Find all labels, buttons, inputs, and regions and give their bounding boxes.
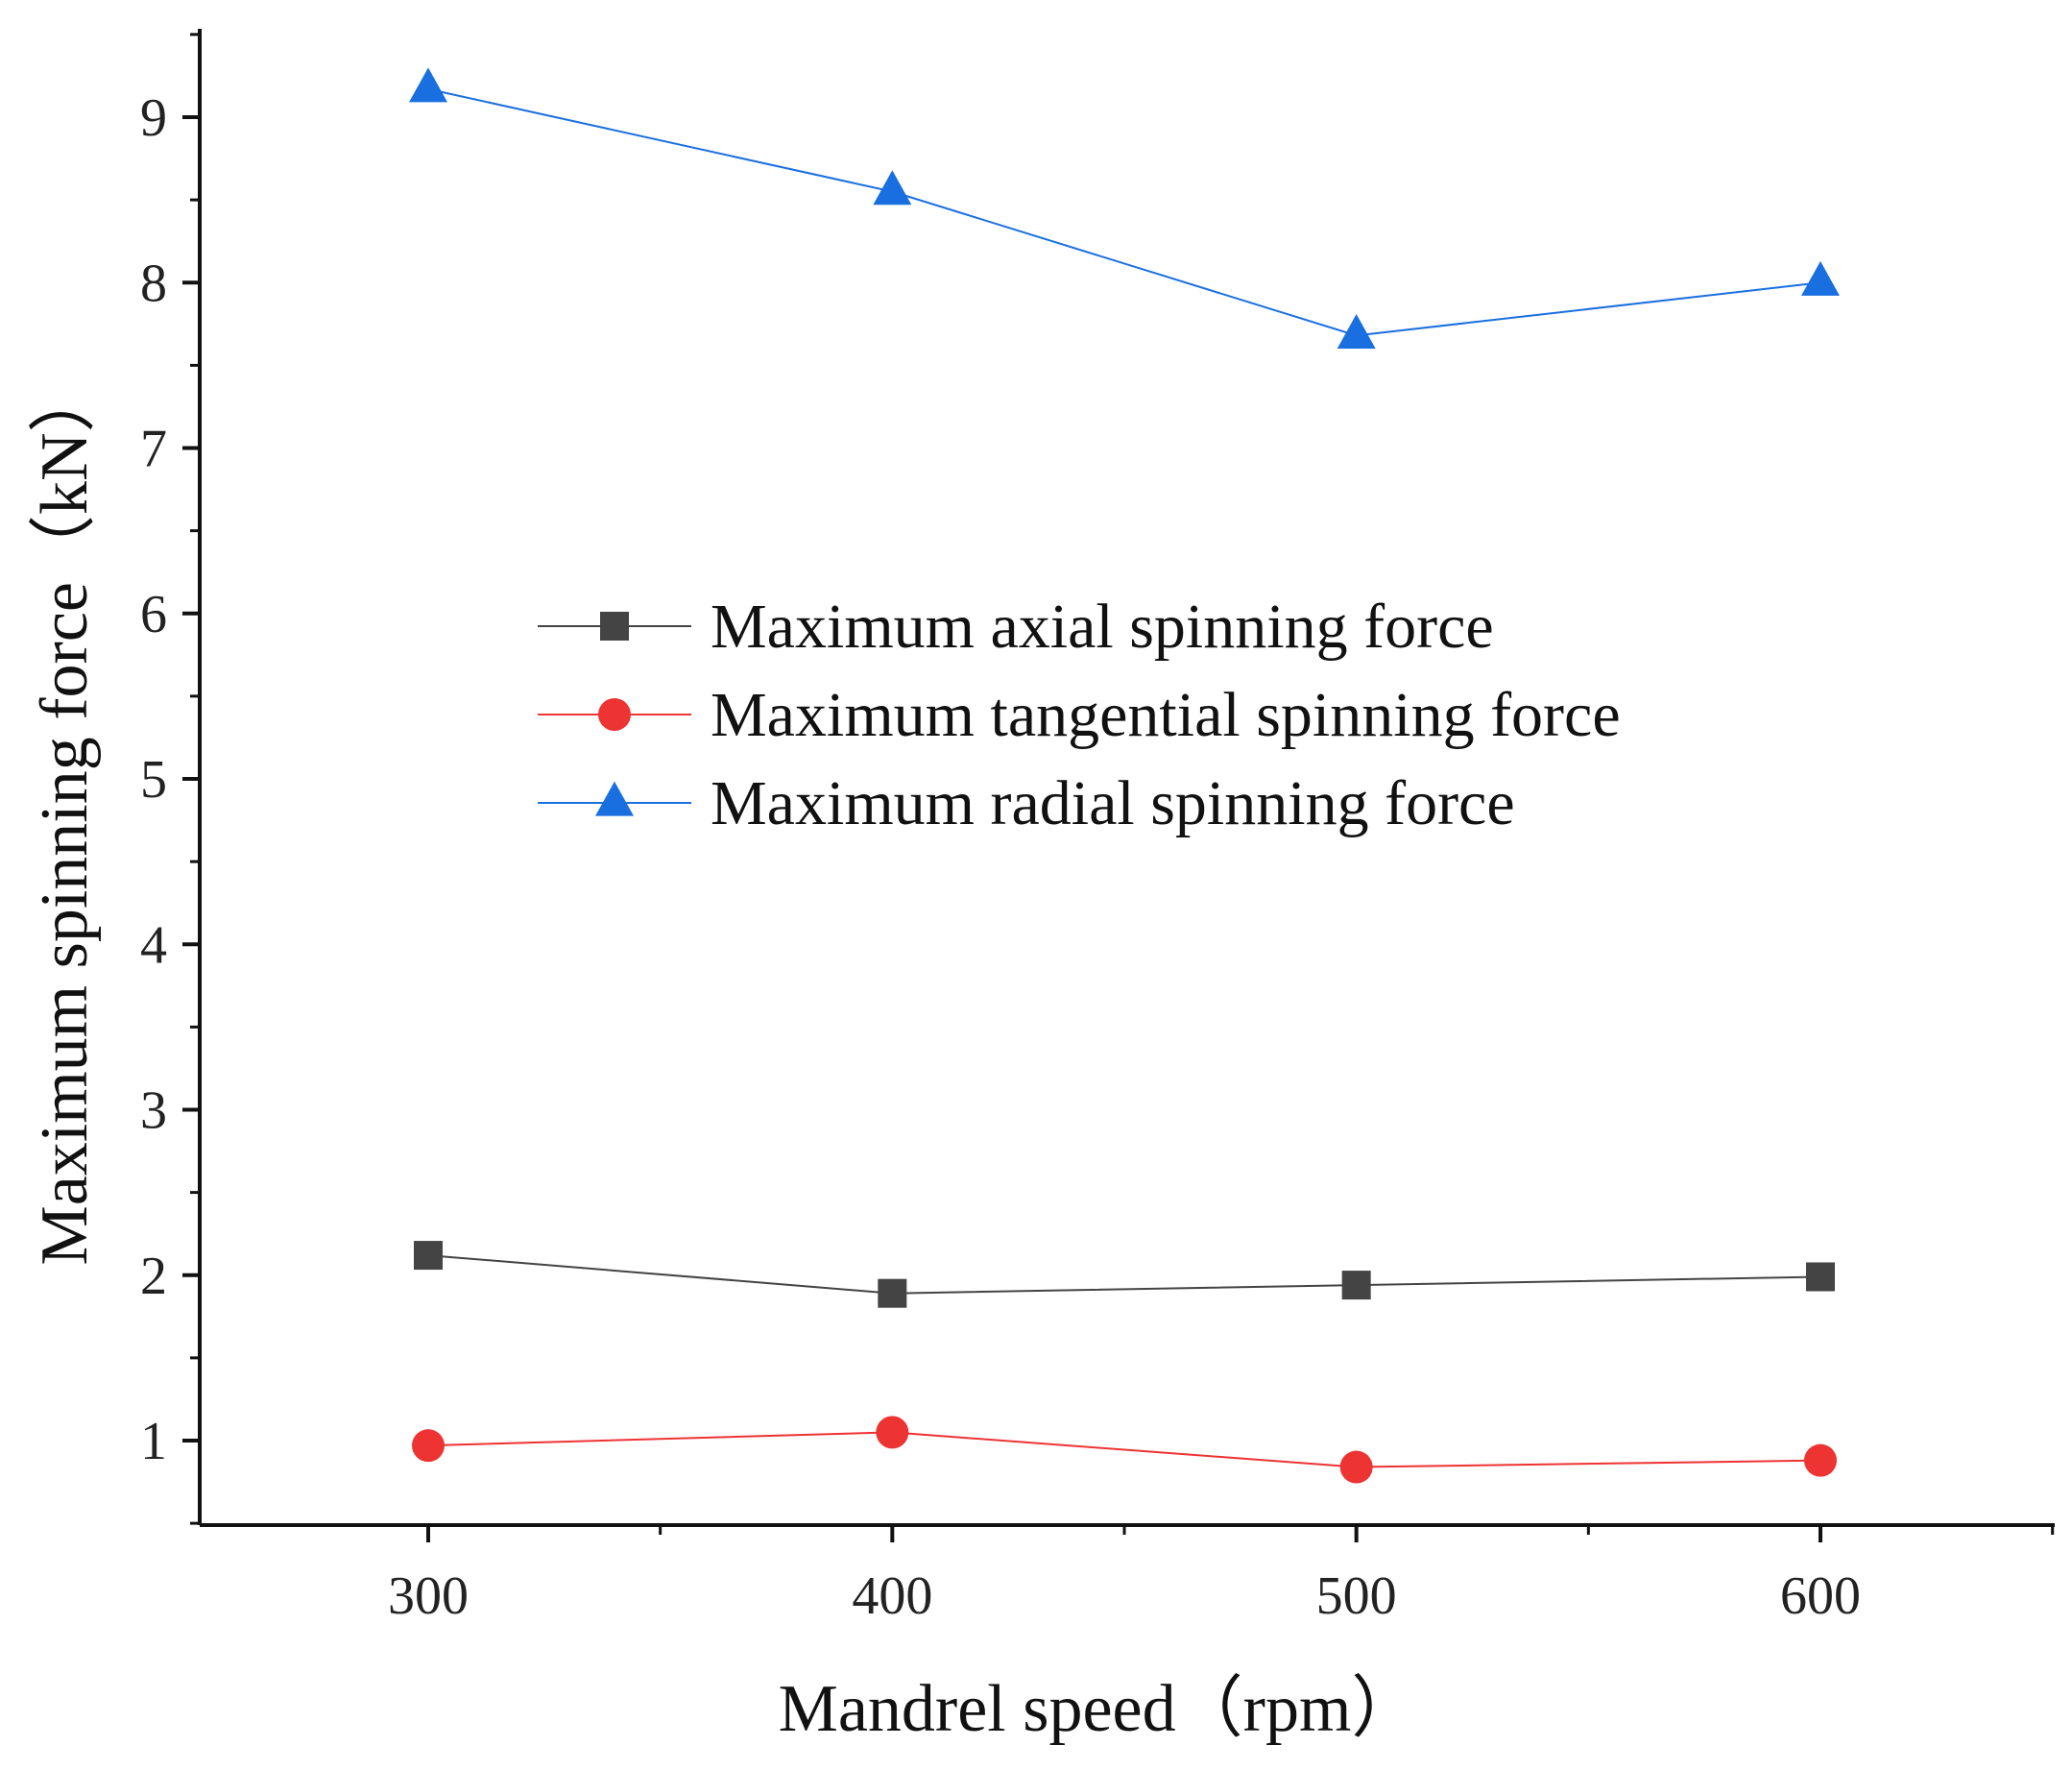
legend-entry: Maximum tangential spinning force <box>538 680 1621 750</box>
data-point <box>409 67 447 103</box>
series-triangle <box>409 67 1840 350</box>
data-point <box>412 1429 445 1463</box>
data-point <box>1337 314 1376 350</box>
legend-entry: Maximum axial spinning force <box>538 592 1494 662</box>
legend: Maximum axial spinning force Maximum tang… <box>538 592 1621 838</box>
series-line <box>427 87 1821 337</box>
y-tick-label: 5 <box>140 750 167 810</box>
legend-marker <box>595 781 634 816</box>
x-tick-label: 500 <box>1316 1566 1397 1626</box>
y-tick-label: 8 <box>140 254 167 313</box>
legend-label: Maximum radial spinning force <box>711 768 1515 838</box>
legend-label: Maximum tangential spinning force <box>711 680 1621 750</box>
x-axis-title: Mandrel speed（rpm） <box>779 1672 1419 1746</box>
data-point <box>1804 1443 1837 1477</box>
series-square <box>414 1241 1835 1308</box>
legend-marker <box>600 612 629 641</box>
y-axis-title: Maximum spinning force（kN） <box>28 365 102 1265</box>
y-tick-label: 9 <box>140 88 167 148</box>
y-tick-label: 4 <box>140 915 167 975</box>
series-circle <box>412 1416 1837 1484</box>
data-point <box>414 1241 443 1271</box>
series-layer <box>409 67 1840 1484</box>
x-tick-label: 300 <box>388 1566 469 1626</box>
y-tick-label: 3 <box>140 1081 167 1141</box>
axes: 1 2 3 4 5 6 7 8 9 300 400 500 600 <box>140 29 2055 1626</box>
legend-marker <box>598 698 631 731</box>
legend-label: Maximum axial spinning force <box>711 592 1494 662</box>
data-point <box>876 1416 909 1449</box>
data-point <box>1339 1450 1373 1484</box>
y-tick-label: 6 <box>140 585 167 644</box>
series-line <box>427 1431 1821 1468</box>
y-tick-label: 7 <box>140 420 167 479</box>
series-line <box>427 1254 1821 1295</box>
x-tick-label: 600 <box>1780 1566 1861 1626</box>
data-point <box>878 1278 907 1308</box>
data-point <box>1806 1262 1835 1292</box>
data-point <box>1341 1271 1371 1300</box>
data-point <box>1801 260 1840 296</box>
x-tick-label: 400 <box>852 1566 932 1626</box>
y-tick-label: 1 <box>140 1412 167 1471</box>
y-tick-label: 2 <box>140 1247 167 1306</box>
legend-entry: Maximum radial spinning force <box>538 768 1515 838</box>
data-point <box>873 170 912 206</box>
